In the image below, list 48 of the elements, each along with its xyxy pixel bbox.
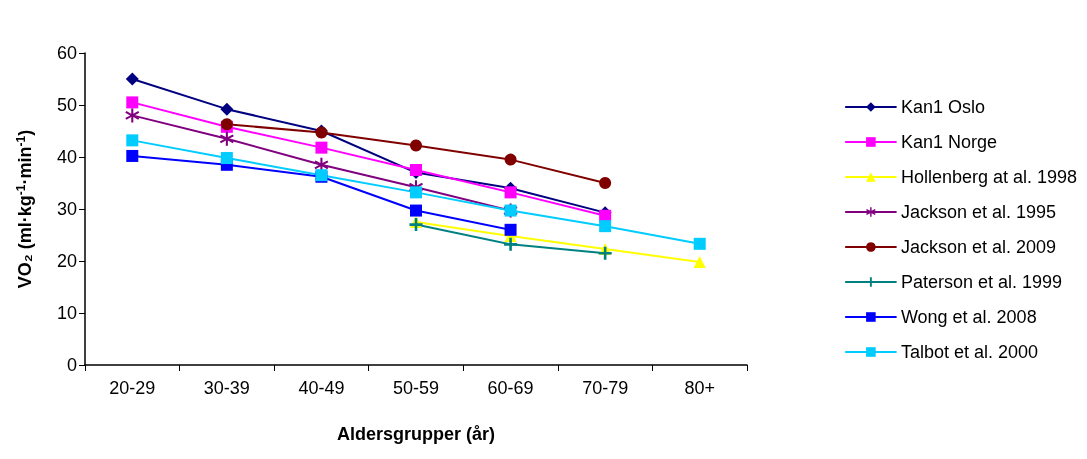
point bbox=[693, 256, 706, 269]
x-tick-label: 80+ bbox=[684, 378, 715, 398]
point bbox=[693, 237, 706, 250]
y-tick-label: 50 bbox=[56, 95, 77, 115]
point bbox=[126, 134, 139, 147]
point bbox=[125, 108, 140, 123]
point bbox=[504, 153, 517, 166]
x-tick-label: 70-79 bbox=[582, 378, 629, 398]
point bbox=[126, 96, 139, 109]
legend-label: Talbot et al. 2000 bbox=[900, 342, 1038, 362]
point bbox=[410, 139, 422, 152]
x-tick-label: 30-39 bbox=[203, 378, 250, 398]
x-axis-title: Aldersgrupper (år) bbox=[336, 424, 496, 444]
point bbox=[126, 149, 139, 162]
x-tick-label: 60-69 bbox=[487, 378, 534, 398]
legend-label: Jackson et al. 1995 bbox=[900, 202, 1056, 222]
point bbox=[504, 237, 518, 251]
point bbox=[125, 72, 139, 86]
x-tick-label: 50-59 bbox=[392, 378, 440, 398]
y-tick-label: 30 bbox=[56, 199, 77, 219]
legend-label: Kan1 Norge bbox=[900, 132, 997, 152]
point bbox=[410, 204, 422, 217]
y-tick-label: 40 bbox=[56, 147, 77, 167]
y-tick-label: 0 bbox=[66, 355, 77, 375]
y-axis-title: VO₂ (ml·kg-1·min-1) bbox=[14, 129, 35, 289]
point bbox=[315, 141, 328, 154]
point bbox=[220, 152, 233, 165]
point bbox=[220, 102, 234, 116]
point bbox=[599, 220, 612, 233]
y-tick-label: 60 bbox=[56, 43, 77, 63]
point bbox=[410, 164, 422, 176]
point bbox=[219, 131, 234, 146]
legend-label: Hollenberg at al. 1998 bbox=[900, 167, 1077, 187]
legend-label: Wong et al. 2008 bbox=[900, 307, 1037, 327]
point bbox=[504, 186, 517, 199]
legend-label: Jackson et al. 2009 bbox=[900, 237, 1056, 257]
y-tick-label: 10 bbox=[56, 303, 77, 323]
legend-label: Kan1 Oslo bbox=[900, 97, 985, 117]
point bbox=[314, 157, 329, 172]
point bbox=[504, 223, 517, 236]
y-tick-label: 20 bbox=[56, 251, 77, 271]
x-tick-label: 40-49 bbox=[298, 378, 345, 398]
point bbox=[410, 186, 422, 199]
point bbox=[598, 246, 612, 260]
point bbox=[599, 177, 612, 189]
point bbox=[409, 218, 423, 232]
legend-label: Paterson et al. 1999 bbox=[900, 272, 1062, 292]
x-tick-label: 20-29 bbox=[109, 378, 156, 398]
